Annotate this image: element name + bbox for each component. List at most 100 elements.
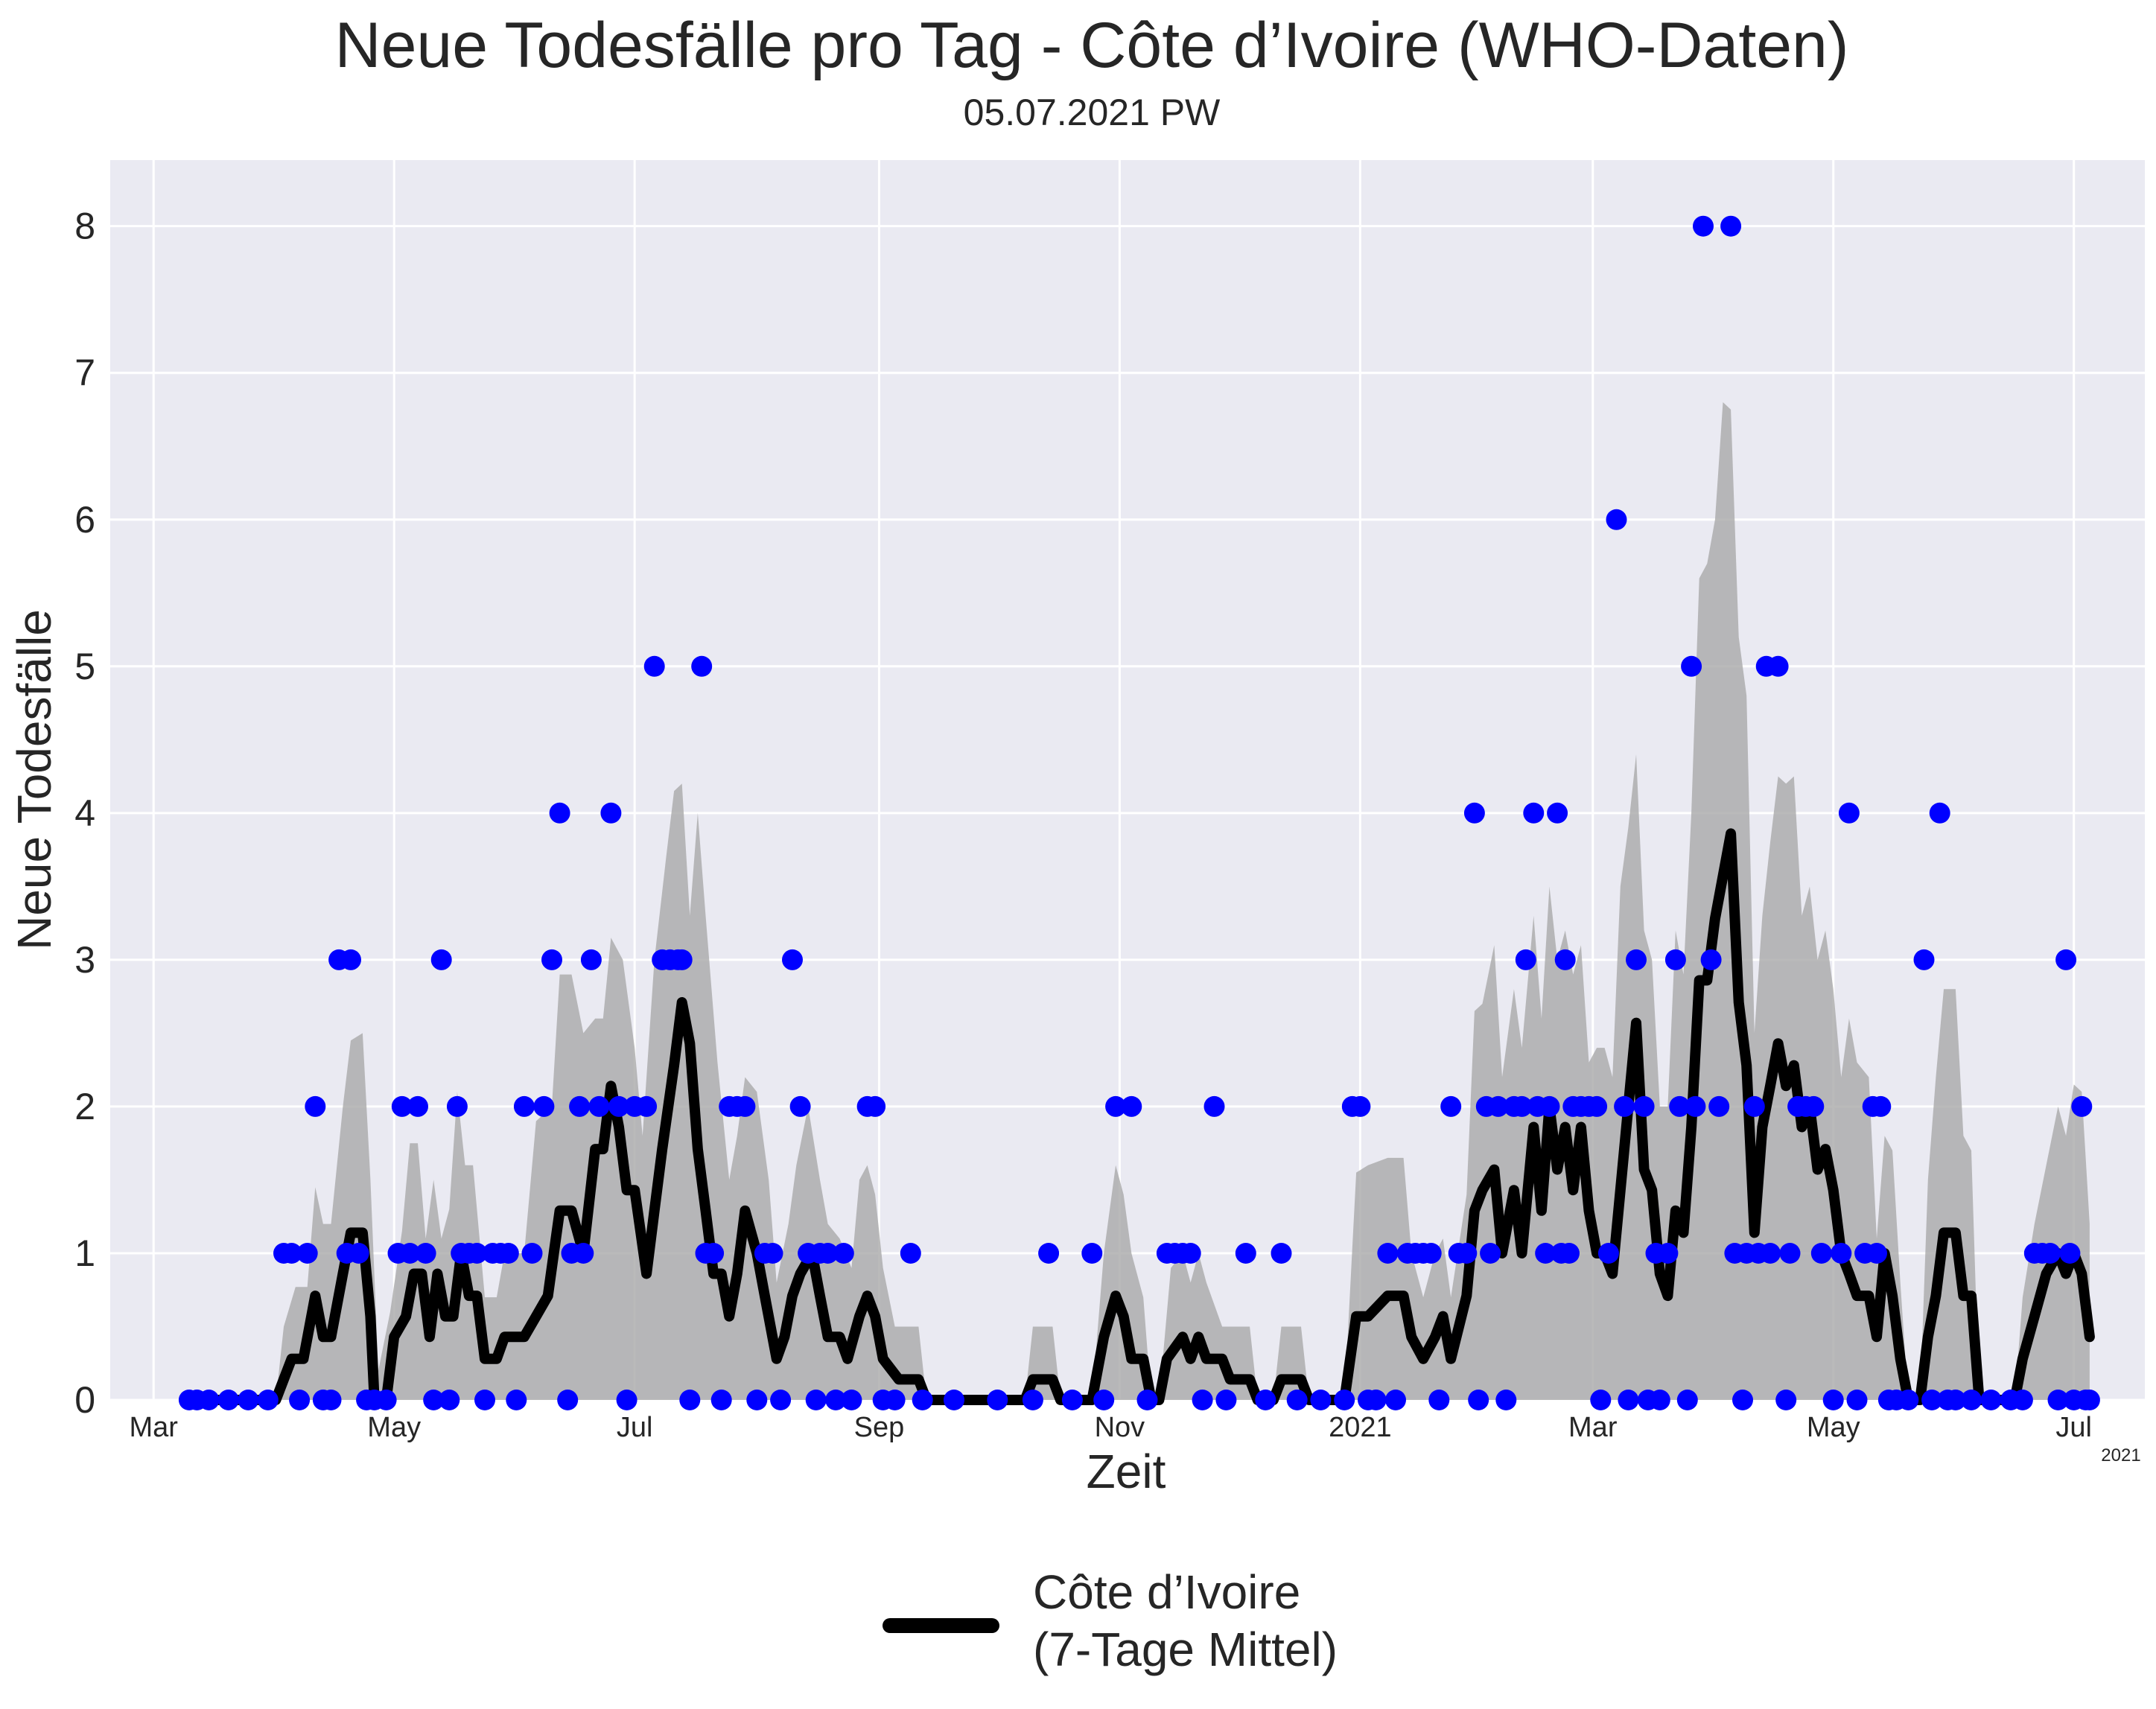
data-point	[1136, 1390, 1158, 1410]
data-point	[296, 1243, 318, 1264]
data-point	[1539, 1095, 1560, 1117]
y-axis-label: Neue Todesfälle	[7, 609, 61, 950]
data-point	[1657, 1243, 1679, 1264]
data-point	[817, 1243, 839, 1264]
data-point	[691, 655, 713, 677]
x-tick-label: Jul	[617, 1412, 653, 1443]
data-point	[2059, 1243, 2081, 1264]
x-offset-label: 2021	[2101, 1445, 2140, 1465]
data-point	[1038, 1243, 1060, 1264]
data-point	[1523, 802, 1545, 824]
data-point	[944, 1390, 964, 1410]
data-point	[1334, 1390, 1355, 1410]
data-point	[289, 1390, 311, 1410]
x-tick-label: Mar	[130, 1412, 179, 1443]
data-point	[1235, 1243, 1256, 1264]
data-point	[643, 655, 665, 677]
data-point	[1980, 1390, 2002, 1410]
data-point	[439, 1390, 460, 1410]
data-point	[2071, 1095, 2093, 1117]
y-tick-label: 2	[74, 1086, 95, 1127]
data-point	[1633, 1095, 1655, 1117]
data-point	[1495, 1390, 1517, 1410]
data-point	[1870, 1095, 1892, 1117]
data-point	[430, 949, 452, 970]
data-point	[1929, 802, 1950, 824]
data-point	[2047, 1390, 2069, 1410]
data-point	[320, 1390, 342, 1410]
data-point	[805, 1390, 827, 1410]
data-point	[198, 1390, 220, 1410]
data-point	[1081, 1243, 1103, 1264]
data-point	[375, 1390, 397, 1410]
data-point	[2012, 1390, 2033, 1410]
data-point	[521, 1243, 543, 1264]
data-point	[1310, 1390, 1332, 1410]
y-tick-label: 6	[74, 499, 95, 541]
data-point	[1760, 1243, 1781, 1264]
data-point	[399, 1243, 421, 1264]
x-tick-label: Sep	[854, 1412, 905, 1443]
data-point	[865, 1095, 886, 1117]
data-point	[1720, 215, 1742, 237]
data-point	[608, 1095, 629, 1117]
data-point	[1810, 1243, 1832, 1264]
x-tick-label: Mar	[1568, 1412, 1618, 1443]
data-point	[1487, 1095, 1509, 1117]
data-point	[1093, 1390, 1115, 1410]
x-tick-label: Jul	[2055, 1412, 2092, 1443]
data-point	[580, 949, 602, 970]
data-point	[1676, 1390, 1698, 1410]
data-point	[557, 1390, 579, 1410]
data-point	[407, 1095, 428, 1117]
data-point	[1022, 1390, 1043, 1410]
x-tick-labels: Mar May Jul Sep Nov 2021 Mar May Jul	[130, 1412, 2092, 1443]
data-point	[1377, 1243, 1399, 1264]
data-point	[762, 1243, 783, 1264]
data-points	[178, 215, 2100, 1410]
chart-title: Neue Todesfälle pro Tag - Côte d’Ivoire …	[334, 10, 1848, 81]
data-point	[1597, 1243, 1619, 1264]
data-point	[1061, 1390, 1083, 1410]
data-point	[466, 1243, 488, 1264]
data-point	[1779, 1243, 1801, 1264]
y-tick-label: 8	[74, 206, 95, 247]
data-point	[1586, 1095, 1608, 1117]
data-point	[1440, 1095, 1462, 1117]
data-point	[1480, 1243, 1501, 1264]
data-point	[1121, 1095, 1142, 1117]
y-tick-label: 4	[74, 792, 95, 834]
data-point	[1180, 1243, 1201, 1264]
data-point	[825, 1390, 847, 1410]
x-tick-label: May	[367, 1412, 421, 1443]
legend: Côte d’Ivoire (7-Tage Mittel)	[883, 1565, 1338, 1676]
data-point	[1732, 1390, 1753, 1410]
data-point	[1456, 1243, 1478, 1264]
data-point	[884, 1390, 906, 1410]
data-point	[671, 949, 693, 970]
data-point	[1192, 1390, 1213, 1410]
data-point	[541, 949, 562, 970]
data-point	[391, 1095, 413, 1117]
data-point	[1365, 1390, 1387, 1410]
data-point	[569, 1095, 591, 1117]
data-point	[789, 1095, 811, 1117]
data-point	[1803, 1095, 1825, 1117]
x-tick-label: Nov	[1095, 1412, 1145, 1443]
data-point	[1463, 802, 1485, 824]
x-tick-label: 2021	[1329, 1412, 1392, 1443]
data-point	[423, 1390, 445, 1410]
data-point	[1614, 1095, 1635, 1117]
data-point	[1831, 1243, 1852, 1264]
data-point	[446, 1095, 468, 1117]
data-point	[1511, 1095, 1533, 1117]
data-point	[987, 1390, 1008, 1410]
data-point	[734, 1095, 756, 1117]
data-point	[2039, 1243, 2061, 1264]
data-point	[1649, 1390, 1670, 1410]
data-point	[1559, 1243, 1580, 1264]
data-point	[348, 1243, 369, 1264]
data-point	[1428, 1390, 1450, 1410]
data-point	[1554, 949, 1576, 970]
